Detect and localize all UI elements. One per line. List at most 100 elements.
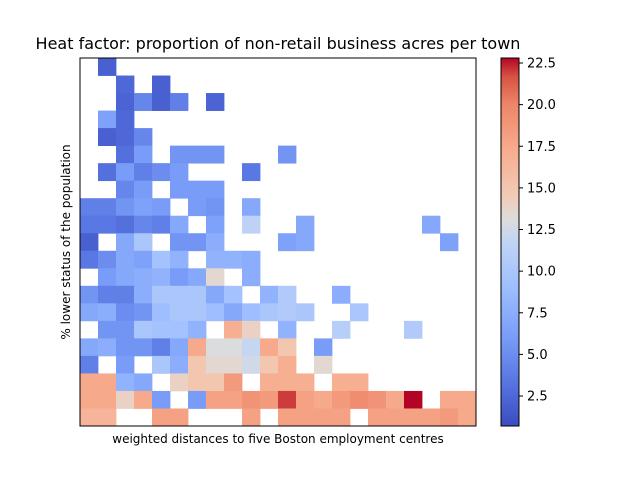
heatmap-cell [170, 145, 189, 164]
heatmap-cell [98, 110, 117, 129]
heatmap-cell [188, 198, 207, 217]
heatmap-cell [440, 233, 459, 252]
heatmap-cell [314, 338, 333, 357]
heatmap-cell [242, 250, 261, 269]
heatmap-cell [152, 198, 171, 217]
heatmap-cell [242, 390, 261, 409]
heatmap-cell [116, 75, 135, 94]
heatmap-cell [242, 408, 261, 427]
heatmap-cell [152, 320, 171, 339]
colorbar [500, 57, 520, 427]
heatmap-cell [260, 303, 279, 322]
heatmap-cell [116, 303, 135, 322]
heatmap-cell [80, 303, 99, 322]
heatmap-cell [134, 145, 153, 164]
heatmap-cell [80, 215, 99, 234]
colorbar-tick-label: 12.5 [527, 223, 556, 238]
colorbar-tick-label: 22.5 [527, 57, 556, 72]
heatmap-cell [116, 320, 135, 339]
heatmap-cell [170, 373, 189, 392]
heatmap-cell [224, 250, 243, 269]
heatmap-cells [80, 58, 477, 427]
heatmap-cell [368, 408, 387, 427]
heatmap-cell [206, 145, 225, 164]
heatmap-cell [404, 390, 423, 409]
heatmap-cell [116, 338, 135, 357]
heatmap-cell [440, 408, 459, 427]
heatmap-cell [260, 355, 279, 374]
heatmap-cell [152, 250, 171, 269]
heatmap-cell [404, 408, 423, 427]
heatmap-cell [80, 250, 99, 269]
heatmap-cell [332, 408, 351, 427]
heatmap-cell [278, 408, 297, 427]
colorbar-tick-label: 17.5 [527, 140, 556, 155]
heatmap-cell [314, 355, 333, 374]
heatmap-cell [260, 285, 279, 304]
colorbar-tick-label: 7.5 [527, 306, 548, 321]
heatmap-cell [188, 338, 207, 357]
heatmap-cell [116, 373, 135, 392]
heatmap-cell [278, 233, 297, 252]
heatmap-cell [278, 338, 297, 357]
heatmap-cell [152, 163, 171, 182]
heatmap-cell [206, 390, 225, 409]
heatmap-cell [386, 408, 405, 427]
heatmap-cell [134, 338, 153, 357]
x-axis-label: weighted distances to five Boston employ… [112, 432, 443, 446]
heatmap-cell [278, 145, 297, 164]
heatmap-cell [206, 180, 225, 199]
colorbar-tick-label: 5.0 [527, 348, 548, 363]
heatmap-cell [458, 408, 477, 427]
heatmap-cell [134, 93, 153, 111]
heatmap-cell [98, 338, 117, 357]
heatmap-cell [80, 390, 99, 409]
heatmap-cell [224, 390, 243, 409]
heatmap-cell [242, 163, 261, 182]
heatmap-cell [242, 215, 261, 234]
heatmap-cell [350, 303, 369, 322]
heatmap-cell [152, 93, 171, 111]
heatmap-cell [170, 163, 189, 182]
heatmap-cell [170, 233, 189, 252]
heatmap-cell [368, 390, 387, 409]
heatmap-cell [134, 198, 153, 217]
heatmap-cell [152, 215, 171, 234]
heatmap-cell [152, 338, 171, 357]
heatmap-cell [296, 390, 315, 409]
heatmap-cell [188, 373, 207, 392]
heatmap-cell [350, 373, 369, 392]
heatmap-cell [152, 355, 171, 374]
heatmap-cell [206, 338, 225, 357]
heatmap-cell [188, 285, 207, 304]
heatmap-cell [152, 408, 171, 427]
heatmap-cell [116, 93, 135, 111]
heatmap-cell [206, 93, 225, 111]
heatmap-cell [116, 215, 135, 234]
heatmap-cell [98, 373, 117, 392]
heatmap-cell [242, 198, 261, 217]
heatmap-cell [134, 233, 153, 252]
heatmap-cell [116, 128, 135, 147]
heatmap-cell [98, 408, 117, 427]
colorbar-ticks: 2.5 5.0 7.5 10.0 12.5 15.0 17.5 20.0 22.5 [519, 57, 556, 405]
heatmap-cell [116, 180, 135, 199]
heatmap-cell [80, 285, 99, 304]
heatmap-cell [224, 355, 243, 374]
heatmap-cell [134, 390, 153, 409]
heatmap-cell [170, 338, 189, 357]
heatmap-cell [98, 390, 117, 409]
heatmap-cell [170, 320, 189, 339]
heatmap-cell [296, 408, 315, 427]
heatmap-cell [80, 338, 99, 357]
heatmap-cell [278, 303, 297, 322]
heatmap-cell [188, 390, 207, 409]
heatmap-cell [278, 320, 297, 339]
heatmap-cell [170, 408, 189, 427]
heatmap-cell [134, 320, 153, 339]
y-axis-label: % lower status of the population [59, 144, 73, 339]
heatmap-cell [206, 215, 225, 234]
heatmap-cell [242, 268, 261, 287]
heatmap-cell [98, 285, 117, 304]
heatmap-cell [134, 268, 153, 287]
